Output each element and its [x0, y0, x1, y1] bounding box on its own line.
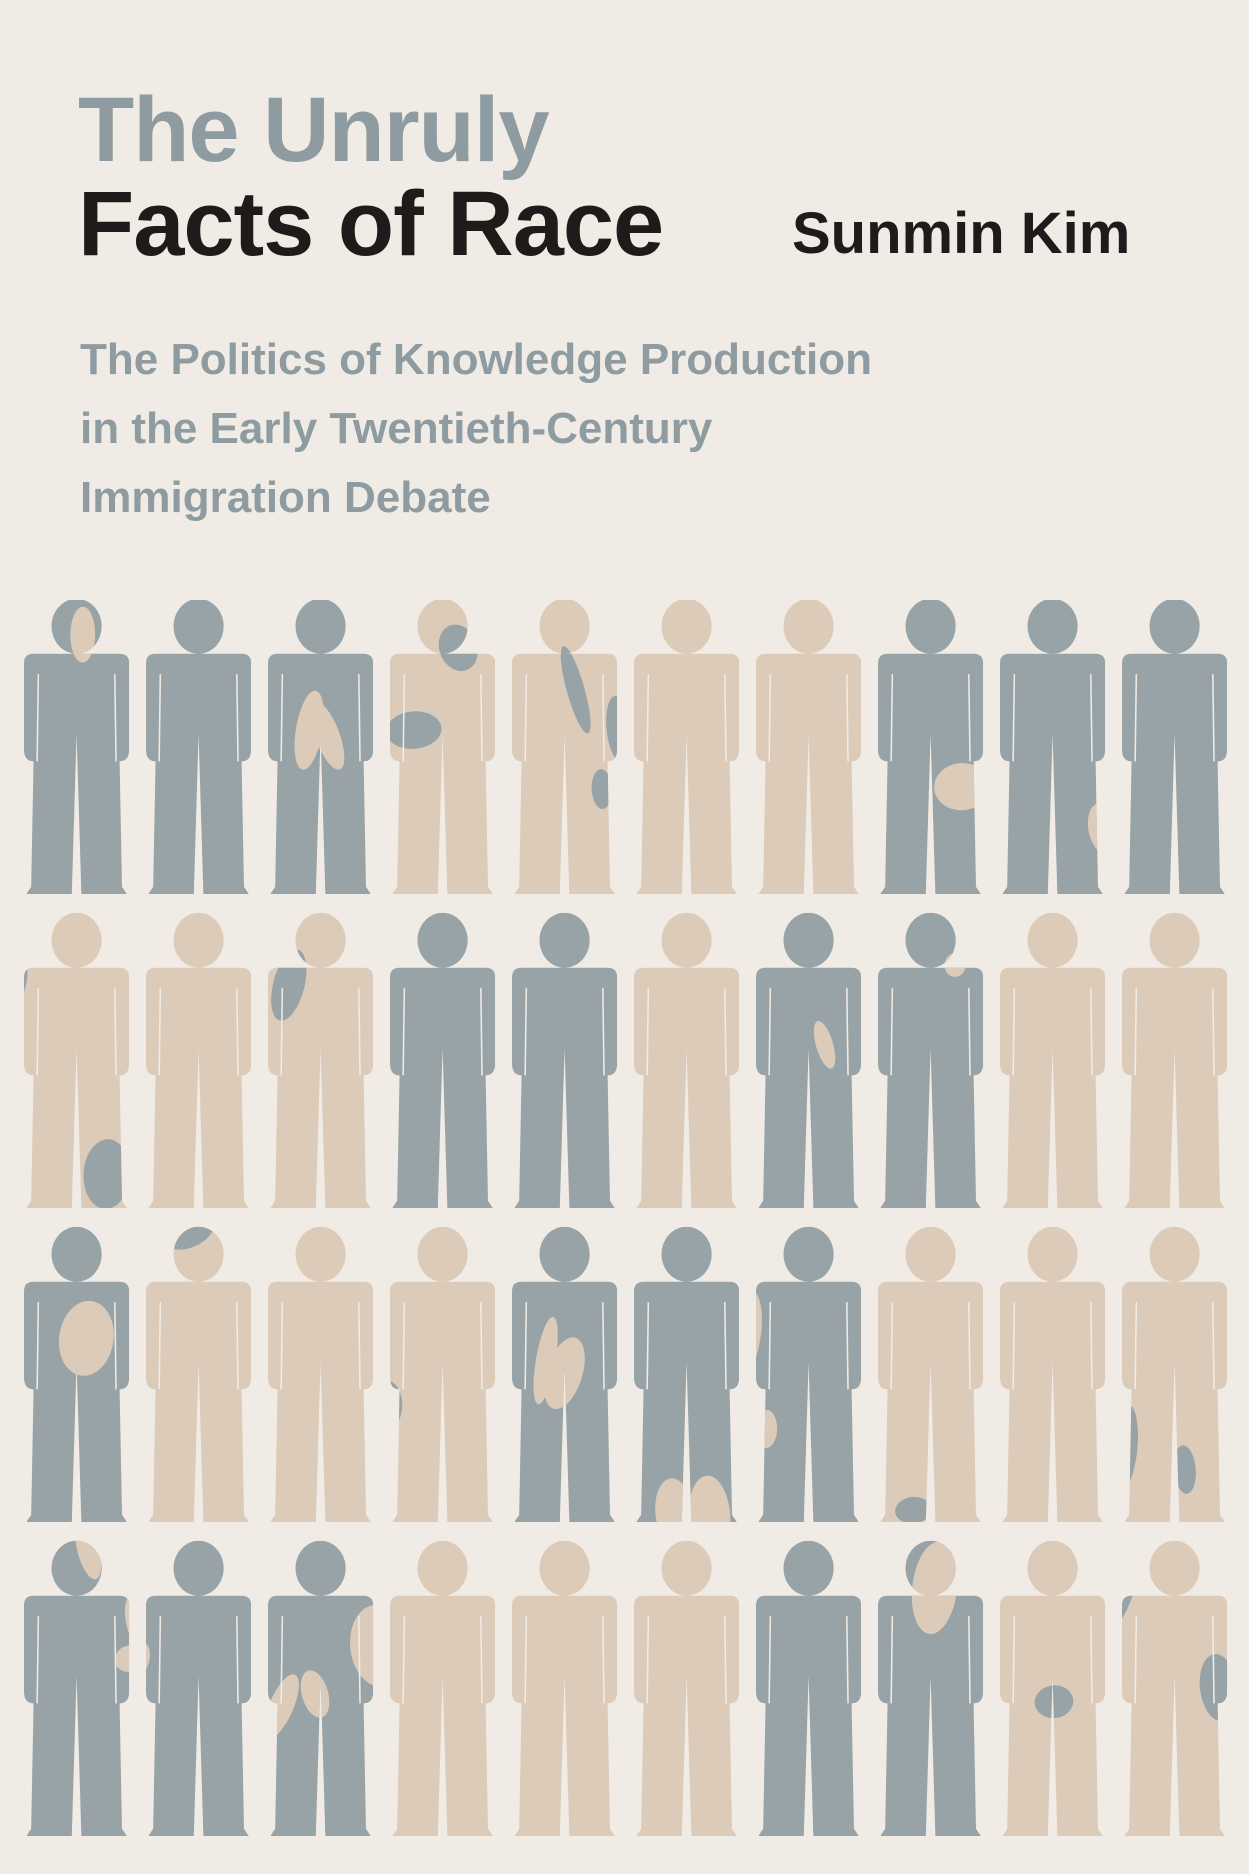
map-blob	[1173, 1445, 1196, 1494]
human-figure	[1122, 600, 1228, 894]
map-blob	[911, 1541, 958, 1635]
human-figure	[268, 912, 374, 1208]
map-blob	[114, 1645, 130, 1672]
human-figure	[512, 912, 618, 1208]
map-blob	[350, 1605, 374, 1687]
map-blob	[1231, 1586, 1249, 1658]
human-figure	[390, 912, 496, 1208]
human-figure	[1000, 1226, 1106, 1522]
human-figure	[634, 600, 740, 894]
human-figure	[268, 1226, 374, 1522]
human-figure	[634, 1226, 740, 1522]
map-blob	[300, 1670, 330, 1718]
subtitle-line-3: Immigration Debate	[80, 473, 491, 522]
map-blob	[606, 695, 618, 763]
human-figure	[878, 912, 984, 1208]
map-blob	[58, 1300, 114, 1376]
human-figure	[756, 600, 862, 894]
human-figure	[878, 1540, 984, 1836]
human-figure	[756, 1226, 862, 1522]
author-name: Sunmin Kim	[792, 201, 1131, 266]
map-blob	[1199, 1654, 1228, 1722]
title-line-2: Facts of Race	[78, 173, 664, 275]
human-figure	[1122, 1226, 1228, 1522]
human-figure	[146, 1226, 252, 1522]
map-blob	[591, 769, 612, 810]
human-figure	[146, 912, 252, 1208]
human-figure	[390, 1226, 496, 1522]
human-figure	[1122, 1540, 1249, 1836]
map-blob	[560, 646, 591, 734]
human-figure	[24, 600, 130, 894]
human-figures-illustration	[24, 600, 1249, 1836]
subtitle-line-1: The Politics of Knowledge Production	[80, 335, 873, 384]
human-figure	[878, 1226, 984, 1522]
human-figure	[512, 600, 618, 894]
human-figure	[24, 1226, 130, 1522]
map-blob	[390, 711, 442, 749]
human-figure	[1000, 912, 1106, 1208]
subtitle-line-2: in the Early Twentieth-Century	[80, 404, 713, 453]
map-blob	[83, 1139, 130, 1208]
map-blob	[310, 701, 345, 770]
human-figure	[390, 1540, 496, 1836]
map-blob	[70, 606, 96, 663]
human-figure	[512, 1540, 618, 1836]
human-figure	[146, 600, 252, 894]
map-blob	[895, 1496, 932, 1522]
map-blob	[165, 1226, 215, 1250]
title-line-1: The Unruly	[78, 79, 549, 181]
human-figure	[1000, 1540, 1106, 1836]
map-blob	[1034, 1685, 1074, 1719]
map-blob	[856, 1787, 862, 1836]
human-figure	[1000, 600, 1106, 894]
human-figure	[634, 1540, 740, 1836]
human-figure	[268, 600, 374, 894]
map-blob	[75, 1540, 102, 1580]
human-figure	[24, 912, 130, 1208]
human-figure	[146, 1540, 252, 1836]
map-blob	[764, 913, 783, 939]
map-blob	[688, 1475, 731, 1522]
human-figure	[878, 600, 984, 894]
map-blob	[533, 1316, 558, 1405]
human-figure	[268, 1540, 374, 1836]
map-blob	[813, 1020, 836, 1069]
